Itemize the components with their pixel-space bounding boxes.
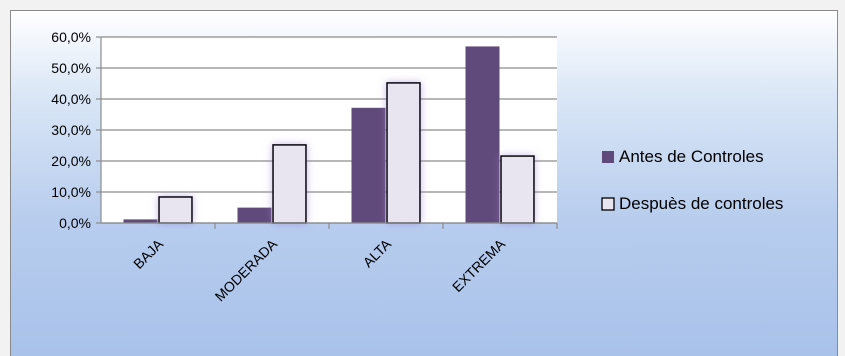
y-tick-label: 60,0%: [51, 29, 91, 45]
x-tick-label: BAJA: [130, 235, 167, 272]
x-tick-label: MODERADA: [212, 235, 281, 304]
x-tick-label: EXTREMA: [449, 235, 509, 295]
x-tick-label: ALTA: [360, 235, 395, 270]
bar-despues-alta: [386, 82, 421, 224]
bar-antes-alta: [351, 107, 386, 224]
legend-swatch: [601, 197, 615, 211]
bar-despues-extrema: [500, 155, 535, 224]
bar-despues-moderada: [272, 144, 307, 224]
bar-despues-baja: [158, 196, 193, 224]
y-tick-label: 30,0%: [51, 122, 91, 138]
y-tick-label: 10,0%: [51, 184, 91, 200]
y-tick-label: 50,0%: [51, 60, 91, 76]
y-tick-label: 0,0%: [59, 215, 91, 231]
legend-swatch: [602, 151, 614, 163]
bar-antes-extrema: [465, 46, 500, 224]
legend-label: Antes de Controles: [619, 147, 764, 166]
legend-label: Despuès de controles: [619, 194, 783, 213]
bar-antes-moderada: [237, 207, 272, 224]
y-tick-label: 40,0%: [51, 91, 91, 107]
y-tick-label: 20,0%: [51, 153, 91, 169]
